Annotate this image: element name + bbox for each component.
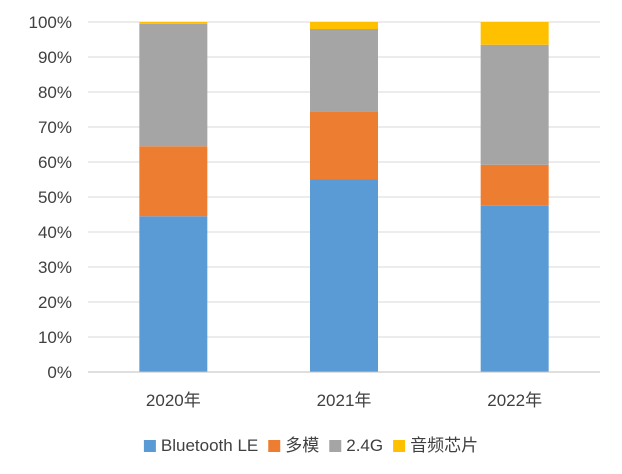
y-axis-tick-labels: 0% 10% 20% 30% 40% 50% 60% 70% 80% 90% 100% xyxy=(29,13,72,382)
bar-segment-1-3 xyxy=(480,205,549,372)
legend-swatch xyxy=(393,440,406,452)
bar-segment-3-2 xyxy=(310,29,378,112)
y-tick-label: 50% xyxy=(38,188,72,207)
x-tick-label: 2021年 xyxy=(317,391,372,410)
x-tick-label: 2020年 xyxy=(146,391,201,410)
y-tick-label: 100% xyxy=(29,13,72,32)
bar-segment-1-2 xyxy=(310,179,378,372)
bar-segment-2-3 xyxy=(480,164,549,206)
y-tick-label: 30% xyxy=(38,258,72,277)
legend-item: 2.4G xyxy=(329,436,383,455)
y-tick-label: 0% xyxy=(47,363,72,382)
bar-segment-4-3 xyxy=(480,22,549,45)
x-tick-label: 2022年 xyxy=(487,391,542,410)
y-tick-label: 40% xyxy=(38,223,72,242)
bar-segment-3-1 xyxy=(139,23,208,147)
legend-label: 音频芯片 xyxy=(410,436,478,455)
y-tick-label: 10% xyxy=(38,328,72,347)
legend: Bluetooth LE 多模 2.4G 音频芯片 xyxy=(143,436,478,455)
legend-item: 音频芯片 xyxy=(393,436,478,455)
legend-swatch xyxy=(143,440,156,452)
y-tick-label: 80% xyxy=(38,83,72,102)
y-tick-label: 60% xyxy=(38,153,72,172)
legend-item: 多模 xyxy=(268,436,319,455)
bar-segment-3-3 xyxy=(480,44,549,165)
y-tick-label: 90% xyxy=(38,48,72,67)
legend-label: 多模 xyxy=(285,436,319,455)
legend-item: Bluetooth LE xyxy=(143,436,258,455)
bar-segment-4-1 xyxy=(139,22,208,24)
x-axis-tick-labels: 2020年 2021年 2022年 xyxy=(146,391,542,410)
bars xyxy=(139,22,549,372)
bar-segment-1-1 xyxy=(139,216,208,372)
bar-segment-4-2 xyxy=(310,22,378,29)
legend-swatch xyxy=(268,440,281,452)
legend-swatch xyxy=(329,440,342,452)
legend-label: Bluetooth LE xyxy=(161,436,258,455)
y-tick-label: 20% xyxy=(38,293,72,312)
legend-label: 2.4G xyxy=(346,436,383,455)
bar-segment-2-1 xyxy=(139,146,208,217)
y-tick-label: 70% xyxy=(38,118,72,137)
bar-segment-2-2 xyxy=(310,111,378,180)
